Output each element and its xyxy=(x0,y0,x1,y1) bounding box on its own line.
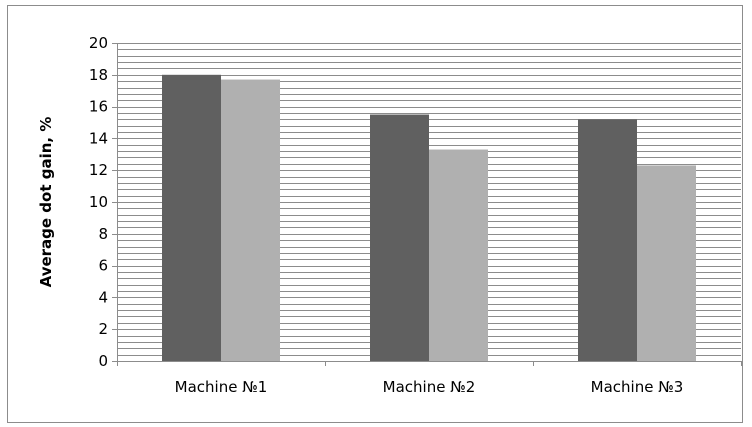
bar-2-series-2 xyxy=(429,149,488,361)
bar-1-series-2 xyxy=(221,79,280,361)
x-category-label: Machine №3 xyxy=(591,378,684,396)
y-tick-label: 0 xyxy=(98,352,108,370)
y-tick-label: 16 xyxy=(89,98,108,116)
bar-3-series-1 xyxy=(578,119,637,361)
y-tick-label: 12 xyxy=(89,161,108,179)
y-axis-title: Average dot gain, % xyxy=(37,117,55,288)
x-category-label: Machine №2 xyxy=(383,378,476,396)
axes xyxy=(112,43,742,366)
y-tick-label: 18 xyxy=(89,66,108,84)
bar-3-series-2 xyxy=(637,165,696,361)
x-category-labels: Machine №1 Machine №2 Machine №3 xyxy=(175,378,684,396)
x-category-label: Machine №1 xyxy=(175,378,268,396)
bars xyxy=(162,74,696,362)
y-tick-label: 4 xyxy=(98,288,108,306)
y-tick-label: 8 xyxy=(98,225,108,243)
bar-1-series-1 xyxy=(162,74,221,362)
y-tick-labels: 0 2 4 6 8 10 12 14 16 18 20 xyxy=(89,34,108,370)
bar-2-series-1 xyxy=(370,114,429,361)
y-tick-label: 6 xyxy=(98,257,108,275)
y-tick-label: 14 xyxy=(89,129,108,147)
y-tick-label: 20 xyxy=(89,34,108,52)
y-tick-label: 2 xyxy=(98,320,108,338)
y-tick-label: 10 xyxy=(89,193,108,211)
